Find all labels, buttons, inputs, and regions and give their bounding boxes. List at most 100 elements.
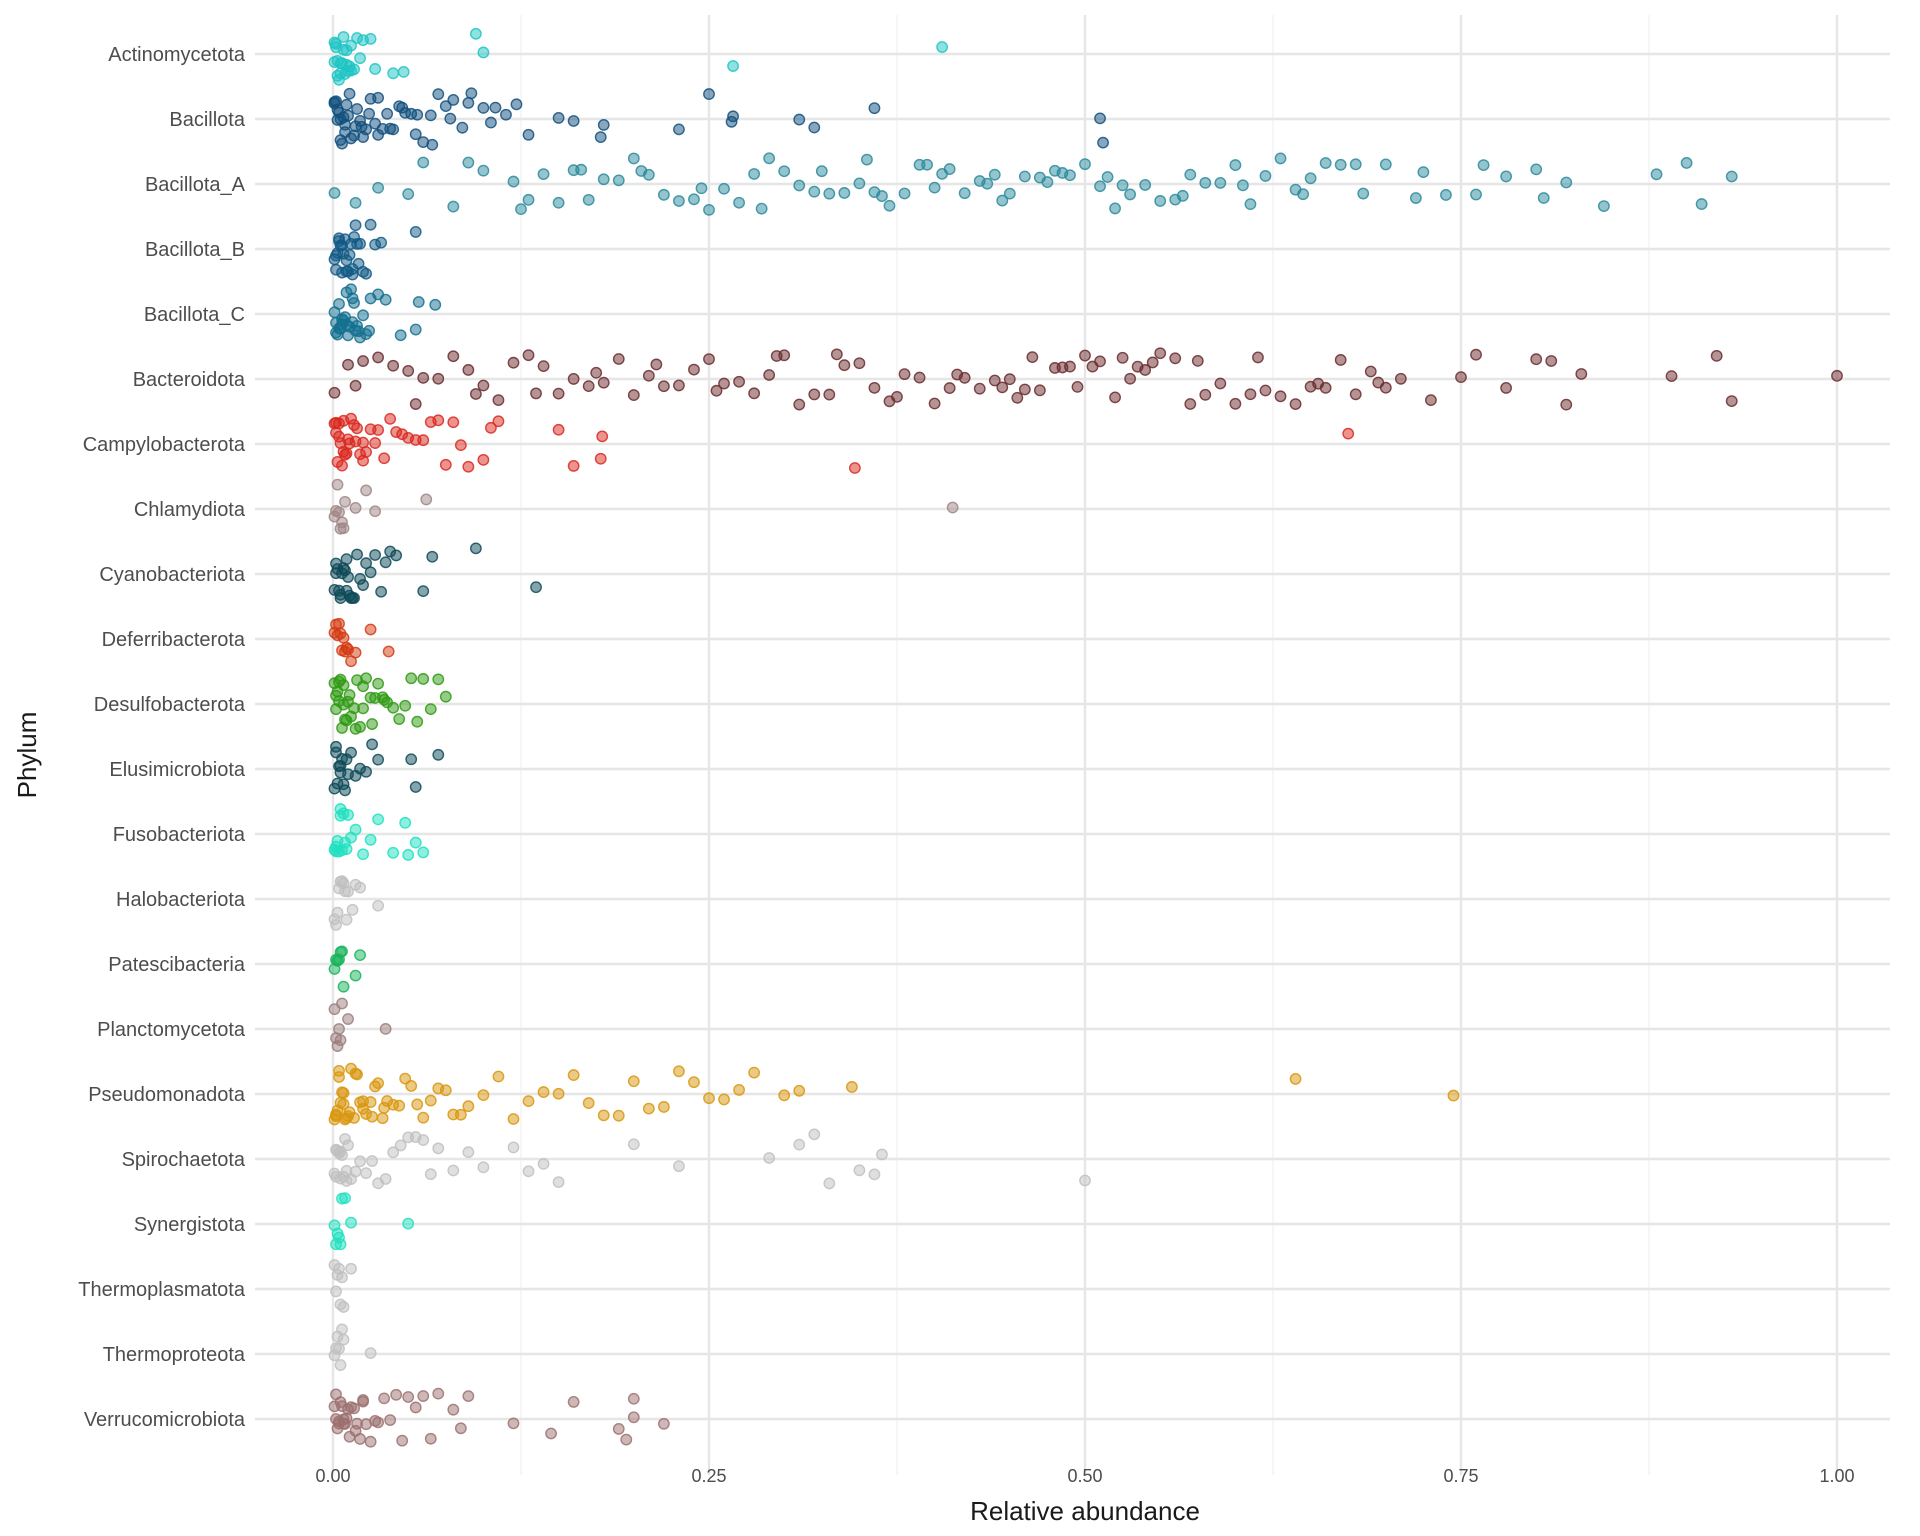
data-point bbox=[1440, 189, 1452, 201]
data-point bbox=[868, 1168, 881, 1181]
data-point bbox=[808, 185, 821, 198]
data-point bbox=[396, 101, 409, 114]
data-point bbox=[409, 226, 422, 238]
data-point bbox=[349, 1424, 362, 1437]
data-point bbox=[369, 437, 382, 449]
data-point bbox=[1394, 372, 1407, 385]
data-point bbox=[405, 672, 418, 685]
data-point bbox=[492, 415, 505, 428]
data-point bbox=[334, 67, 347, 80]
data-point bbox=[567, 1069, 580, 1081]
data-point bbox=[1304, 172, 1317, 185]
data-point bbox=[1056, 361, 1069, 374]
data-point bbox=[673, 195, 685, 207]
data-point bbox=[339, 495, 351, 508]
data-point bbox=[364, 623, 377, 636]
data-point bbox=[1252, 351, 1264, 364]
data-point bbox=[333, 617, 345, 630]
data-point bbox=[447, 94, 460, 106]
data-point bbox=[349, 823, 362, 836]
data-point bbox=[507, 1417, 520, 1430]
data-point bbox=[552, 1087, 565, 1100]
data-point bbox=[627, 1075, 640, 1088]
data-point bbox=[424, 1094, 437, 1107]
data-point bbox=[477, 164, 490, 177]
data-point bbox=[462, 1100, 475, 1113]
data-point bbox=[397, 65, 410, 78]
data-point bbox=[379, 293, 392, 306]
data-point bbox=[360, 672, 372, 685]
data-point bbox=[402, 1217, 415, 1230]
data-point bbox=[337, 1413, 350, 1426]
data-point bbox=[1417, 166, 1430, 179]
data-point bbox=[346, 268, 359, 281]
data-point bbox=[1650, 168, 1663, 181]
data-point bbox=[364, 218, 377, 231]
data-point bbox=[424, 109, 437, 122]
data-point bbox=[387, 701, 400, 714]
x-axis-title: Relative abundance bbox=[970, 1496, 1200, 1526]
data-point bbox=[447, 1164, 460, 1177]
data-point bbox=[1079, 1174, 1091, 1187]
data-point bbox=[364, 566, 377, 579]
data-point bbox=[336, 997, 348, 1010]
data-point bbox=[352, 257, 365, 270]
data-point bbox=[1079, 158, 1091, 171]
data-point bbox=[552, 387, 565, 400]
data-point bbox=[334, 766, 347, 779]
data-point bbox=[357, 1394, 369, 1406]
data-point bbox=[417, 1390, 430, 1402]
data-point bbox=[1455, 371, 1467, 384]
data-point bbox=[1018, 383, 1031, 396]
y-tick-label: Verrucomicrobiota bbox=[84, 1409, 246, 1431]
data-point bbox=[439, 458, 452, 471]
data-point bbox=[770, 350, 783, 362]
data-point bbox=[1214, 377, 1227, 390]
data-point bbox=[1349, 388, 1362, 401]
data-point bbox=[582, 193, 595, 206]
data-point bbox=[1680, 157, 1693, 169]
data-point bbox=[657, 380, 670, 393]
data-point bbox=[1545, 355, 1558, 367]
y-tick-label: Campylobacterota bbox=[83, 434, 246, 456]
data-point bbox=[432, 748, 445, 761]
data-point bbox=[552, 1176, 565, 1189]
data-point bbox=[330, 416, 342, 429]
data-point bbox=[432, 372, 445, 385]
data-point bbox=[387, 846, 400, 859]
data-point bbox=[384, 122, 397, 135]
data-point bbox=[334, 803, 347, 815]
data-point bbox=[575, 163, 588, 176]
y-tick-label: Bacillota_B bbox=[145, 239, 245, 261]
data-point bbox=[349, 646, 362, 659]
data-point bbox=[402, 849, 415, 861]
data-point bbox=[582, 1097, 595, 1109]
data-point bbox=[360, 765, 372, 778]
data-point bbox=[417, 434, 430, 447]
data-point bbox=[346, 292, 359, 305]
data-point bbox=[1289, 398, 1302, 411]
x-axis-tick-labels: 0.00 0.25 0.50 0.75 1.00 bbox=[315, 1466, 1854, 1486]
data-point bbox=[808, 388, 821, 401]
data-point bbox=[853, 357, 866, 370]
data-point bbox=[635, 165, 648, 177]
data-point bbox=[357, 436, 369, 449]
data-point bbox=[921, 158, 933, 171]
y-tick-label: Bacillota_C bbox=[144, 304, 245, 326]
data-point bbox=[354, 881, 366, 894]
data-point bbox=[412, 296, 425, 308]
data-point bbox=[1199, 176, 1212, 189]
data-point bbox=[333, 1023, 345, 1035]
data-point bbox=[1018, 170, 1031, 183]
data-point bbox=[340, 913, 353, 926]
data-point bbox=[334, 588, 347, 601]
data-point bbox=[454, 1422, 467, 1435]
data-point bbox=[567, 460, 580, 472]
data-point bbox=[996, 194, 1009, 207]
data-point bbox=[331, 478, 344, 491]
data-point bbox=[612, 1423, 625, 1435]
y-tick-label: Elusimicrobiota bbox=[109, 759, 245, 781]
data-point bbox=[390, 1388, 403, 1401]
data-point bbox=[337, 631, 350, 644]
data-point bbox=[340, 843, 353, 855]
